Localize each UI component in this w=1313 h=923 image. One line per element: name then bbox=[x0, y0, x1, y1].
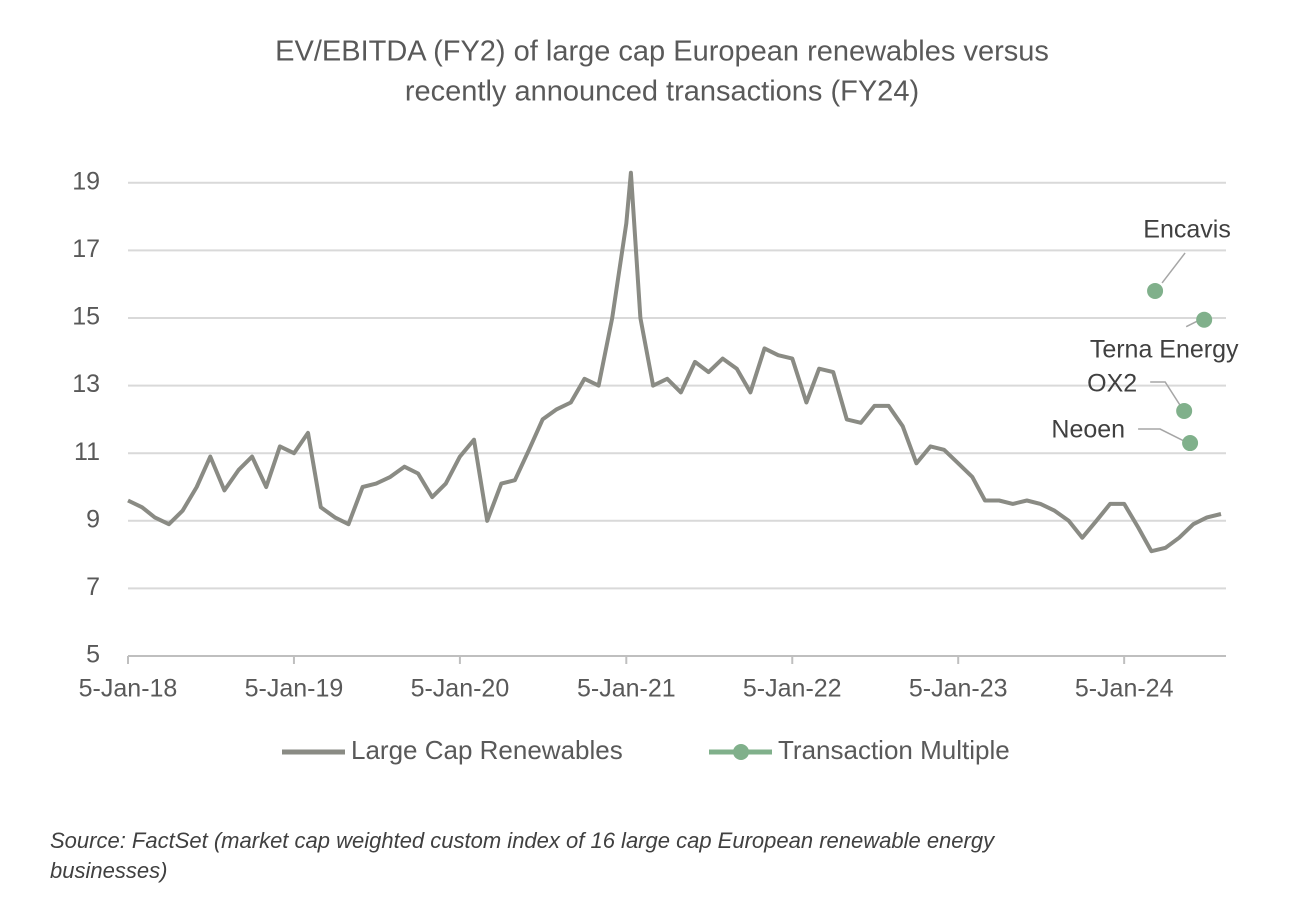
point-label: Encavis bbox=[1143, 216, 1231, 244]
x-tick-label: 5-Jan-19 bbox=[245, 675, 344, 703]
y-tick-label: 19 bbox=[72, 167, 100, 195]
legend-label: Transaction Multiple bbox=[778, 735, 1010, 765]
x-tick-label: 5-Jan-24 bbox=[1075, 675, 1174, 703]
legend-label: Large Cap Renewables bbox=[351, 735, 623, 765]
chart-subtitle: recently announced transactions (FY24) bbox=[405, 76, 919, 108]
leader-line bbox=[1150, 381, 1182, 408]
data-point bbox=[1176, 402, 1193, 419]
x-tick-label: 5-Jan-21 bbox=[577, 675, 676, 703]
data-point bbox=[1182, 435, 1199, 452]
footnote: Source: FactSet (market cap weighted cus… bbox=[50, 828, 996, 853]
y-tick-label: 13 bbox=[72, 370, 100, 398]
x-tick-label: 5-Jan-22 bbox=[743, 675, 842, 703]
y-tick-label: 11 bbox=[74, 438, 100, 466]
y-tick-label: 7 bbox=[86, 573, 100, 601]
y-tick-label: 17 bbox=[72, 235, 100, 263]
data-line bbox=[127, 170, 1222, 554]
chart-title: EV/EBITDA (FY2) of large cap European re… bbox=[275, 36, 1049, 68]
y-tick-label: 9 bbox=[86, 505, 100, 533]
footnote: businesses) bbox=[50, 858, 167, 883]
point-label: Neoen bbox=[1051, 416, 1125, 444]
x-tick-label: 5-Jan-18 bbox=[79, 675, 178, 703]
legend-marker bbox=[733, 744, 749, 760]
leader-line bbox=[1161, 252, 1186, 284]
leader-line bbox=[1138, 428, 1187, 443]
x-tick-label: 5-Jan-20 bbox=[411, 675, 510, 703]
y-tick-label: 5 bbox=[86, 641, 100, 669]
data-point bbox=[1147, 282, 1164, 299]
x-tick-label: 5-Jan-23 bbox=[909, 675, 1008, 703]
point-label: Terna Energy bbox=[1090, 335, 1239, 363]
data-point bbox=[1196, 311, 1213, 328]
y-tick-label: 15 bbox=[72, 303, 100, 331]
point-label: OX2 bbox=[1087, 370, 1137, 398]
